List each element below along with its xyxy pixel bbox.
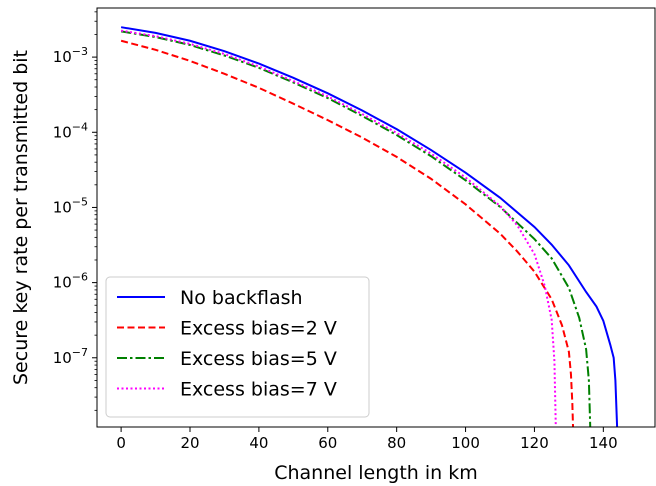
axes-layer: 0 20 40 60 80 100 120 140 10−7 10−6 10−5 10−4 10−3 [53,7,656,452]
x-tick-label: 100 [451,434,480,452]
x-tick-label: 60 [318,434,337,452]
y-tick-label: 10−4 [53,120,88,141]
y-tick-label: 10−6 [53,271,88,292]
x-tick-label: 0 [116,434,126,452]
y-tick-label: 10−5 [53,195,88,216]
series-line-2 [120,39,575,427]
y-axis-label: Secure key rate per transmitted bit [10,50,32,385]
series-line-4 [120,29,557,427]
legend-box [105,276,370,418]
y-tick-label: 10−7 [53,346,88,367]
x-tick-label: 80 [387,434,406,452]
legend-label: Excess bias=7 V [180,379,337,401]
x-axis-label: Channel length in km [274,462,478,484]
legend-label: No backflash [180,287,303,309]
y-tick-label: 10−3 [53,45,88,66]
legend-label: Excess bias=2 V [180,318,337,340]
plot-frame [96,7,656,428]
legend: No backflash Excess bias=2 V Excess bias=5… [105,276,370,418]
series-line-1 [120,26,619,427]
series-layer [120,26,619,427]
x-tick-label: 40 [249,434,268,452]
series-line-3 [120,30,592,427]
legend-label: Excess bias=5 V [180,348,337,370]
x-tick-label: 120 [520,434,549,452]
x-tick-label: 20 [180,434,199,452]
x-tick-label: 140 [589,434,618,452]
